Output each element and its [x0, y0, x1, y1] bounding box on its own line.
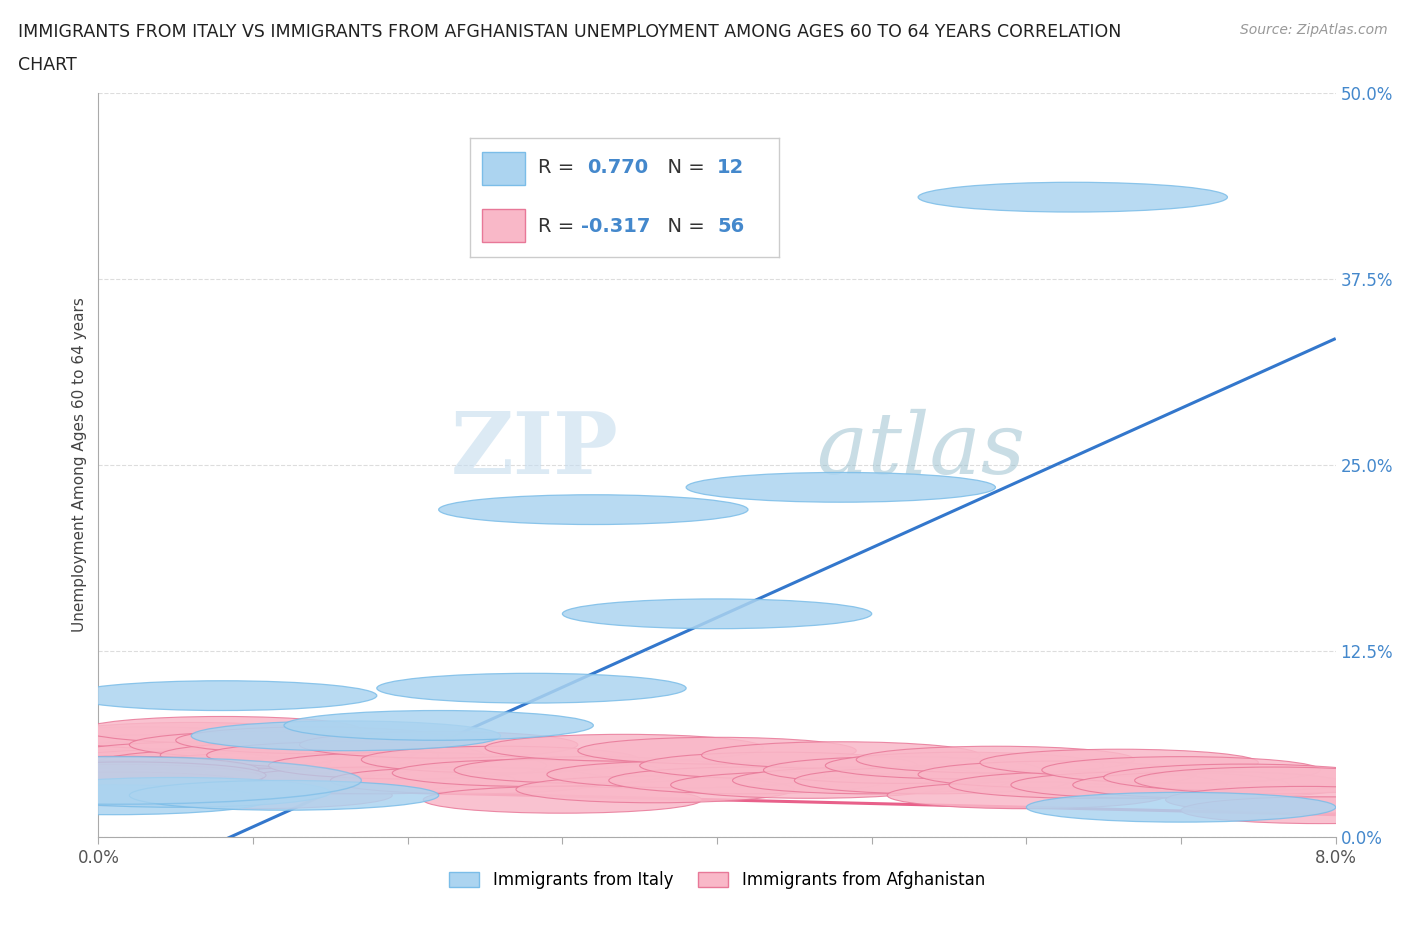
Text: ZIP: ZIP [450, 408, 619, 492]
Circle shape [918, 761, 1197, 788]
Circle shape [129, 731, 408, 758]
Circle shape [191, 721, 501, 751]
Circle shape [0, 756, 259, 783]
Circle shape [114, 782, 392, 809]
Circle shape [454, 757, 733, 783]
Text: CHART: CHART [18, 56, 77, 73]
Circle shape [67, 681, 377, 711]
Text: R =: R = [537, 158, 581, 178]
Text: IMMIGRANTS FROM ITALY VS IMMIGRANTS FROM AFGHANISTAN UNEMPLOYMENT AMONG AGES 60 : IMMIGRANTS FROM ITALY VS IMMIGRANTS FROM… [18, 23, 1122, 41]
FancyBboxPatch shape [482, 152, 526, 185]
Circle shape [733, 767, 1011, 794]
Text: -0.317: -0.317 [581, 217, 651, 236]
Circle shape [67, 767, 346, 794]
Circle shape [763, 757, 1042, 783]
Circle shape [21, 777, 330, 807]
Circle shape [1104, 764, 1382, 790]
Circle shape [980, 750, 1258, 776]
Circle shape [0, 774, 253, 801]
Circle shape [949, 772, 1227, 798]
Text: N =: N = [655, 217, 711, 236]
Circle shape [0, 757, 253, 783]
Circle shape [1181, 797, 1406, 824]
Text: N =: N = [655, 158, 711, 178]
Text: 56: 56 [717, 217, 744, 236]
Circle shape [377, 673, 686, 703]
Circle shape [52, 750, 330, 776]
Circle shape [0, 742, 269, 768]
Circle shape [176, 727, 454, 753]
Circle shape [0, 779, 253, 805]
Circle shape [160, 742, 439, 768]
Circle shape [640, 752, 918, 779]
Circle shape [52, 723, 330, 750]
Circle shape [0, 777, 243, 804]
Circle shape [671, 772, 949, 798]
Circle shape [825, 752, 1104, 779]
Circle shape [269, 752, 547, 779]
Text: R =: R = [537, 217, 581, 236]
Circle shape [0, 757, 361, 804]
Circle shape [83, 716, 361, 743]
Circle shape [145, 752, 423, 779]
Circle shape [0, 772, 238, 798]
Circle shape [0, 785, 269, 815]
Circle shape [887, 782, 1166, 809]
Circle shape [330, 767, 609, 794]
Circle shape [129, 780, 439, 810]
Circle shape [562, 599, 872, 629]
Circle shape [0, 764, 269, 790]
Circle shape [609, 767, 887, 794]
Circle shape [0, 778, 262, 805]
Circle shape [207, 742, 485, 768]
Y-axis label: Unemployment Among Ages 60 to 64 years: Unemployment Among Ages 60 to 64 years [72, 298, 87, 632]
Circle shape [1026, 792, 1336, 822]
Circle shape [547, 761, 825, 788]
Circle shape [702, 742, 980, 768]
Circle shape [0, 762, 266, 789]
Circle shape [37, 772, 315, 798]
Text: Source: ZipAtlas.com: Source: ZipAtlas.com [1240, 23, 1388, 37]
Circle shape [686, 472, 995, 502]
Circle shape [1042, 757, 1320, 783]
Text: 12: 12 [717, 158, 744, 178]
Text: 0.770: 0.770 [588, 158, 648, 178]
Circle shape [918, 182, 1227, 212]
Circle shape [1166, 787, 1406, 813]
Circle shape [1011, 772, 1289, 798]
Circle shape [238, 767, 516, 794]
Circle shape [191, 767, 470, 794]
Circle shape [0, 761, 257, 788]
Circle shape [21, 742, 299, 768]
Circle shape [299, 731, 578, 758]
Circle shape [516, 776, 794, 803]
Circle shape [6, 727, 284, 753]
Circle shape [0, 761, 243, 788]
Circle shape [578, 737, 856, 764]
Circle shape [284, 711, 593, 740]
Circle shape [0, 766, 238, 793]
Legend: Immigrants from Italy, Immigrants from Afghanistan: Immigrants from Italy, Immigrants from A… [443, 864, 991, 896]
Circle shape [0, 764, 263, 791]
Circle shape [485, 735, 763, 761]
Circle shape [67, 742, 346, 768]
Circle shape [392, 760, 671, 787]
Circle shape [6, 750, 284, 776]
Circle shape [37, 735, 315, 761]
Circle shape [361, 746, 640, 773]
Circle shape [794, 767, 1073, 794]
Circle shape [21, 764, 299, 790]
Circle shape [439, 495, 748, 525]
Circle shape [856, 746, 1135, 773]
Circle shape [1073, 772, 1351, 798]
FancyBboxPatch shape [482, 209, 526, 243]
Circle shape [0, 772, 260, 799]
Circle shape [1135, 767, 1406, 794]
Circle shape [423, 787, 702, 813]
Circle shape [98, 750, 377, 776]
Text: atlas: atlas [815, 409, 1025, 491]
